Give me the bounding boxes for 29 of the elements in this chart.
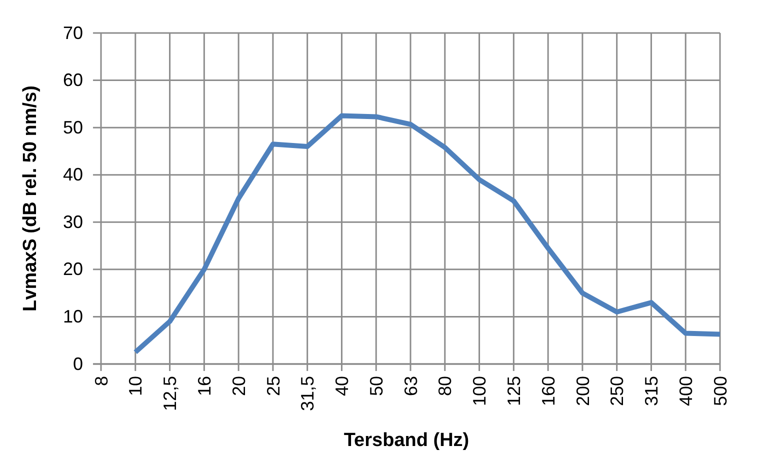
x-tick-label: 500: [710, 376, 730, 406]
y-axis-title: LvmaxS (dB rel. 50 nm/s): [20, 86, 41, 312]
x-tick-label: 8: [91, 376, 112, 386]
x-tick-label: 80: [435, 376, 456, 396]
x-axis-title: Tersband (Hz): [344, 430, 470, 451]
y-tick-label: 40: [62, 164, 83, 185]
x-tick-label: 125: [504, 376, 524, 406]
x-tick-label: 10: [126, 376, 146, 396]
x-tick-label: 160: [538, 376, 558, 406]
x-tick-label: 200: [572, 376, 593, 406]
x-tick-label: 40: [332, 376, 352, 396]
x-tick-label: 20: [228, 376, 249, 396]
x-tick-label: 250: [607, 376, 628, 406]
y-tick-label: 20: [62, 259, 83, 280]
x-tick-label: 50: [366, 376, 386, 396]
x-tick-label: 315: [642, 376, 662, 406]
y-tick-label: 70: [62, 22, 83, 43]
x-tick-label: 100: [470, 376, 490, 406]
y-tick-label: 30: [62, 212, 83, 232]
x-tick-label: 400: [676, 376, 696, 406]
x-tick-label: 63: [400, 376, 421, 396]
x-tick-label: 25: [263, 376, 284, 396]
y-tick-label: 10: [62, 306, 83, 326]
y-tick-label: 50: [62, 117, 83, 138]
y-tick-label: 0: [72, 354, 83, 374]
y-tick-label: 60: [62, 70, 83, 90]
x-tick-label: 31,5: [298, 376, 318, 412]
x-tick-label: 16: [194, 376, 214, 396]
x-tick-label: 12,5: [160, 376, 180, 412]
